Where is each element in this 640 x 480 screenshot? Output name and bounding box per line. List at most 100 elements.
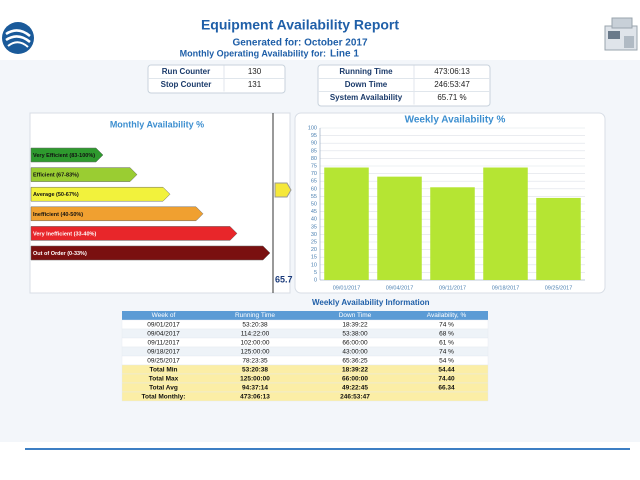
total-cell: 74.40 — [438, 376, 455, 383]
table-cell: 78:23:35 — [242, 358, 268, 365]
summary-label: Run Counter — [162, 67, 210, 76]
rating-label: Average (50-67%) — [33, 192, 79, 198]
summary-box — [317, 64, 491, 107]
rating-band — [30, 167, 138, 182]
panel-frame — [29, 112, 291, 294]
summary-label: Stop Counter — [161, 80, 212, 89]
table-cell: 53:38:00 — [342, 331, 368, 338]
machine-icon — [604, 17, 638, 51]
total-cell: 54.44 — [438, 367, 455, 374]
table-cell: 102:00:00 — [241, 340, 270, 347]
x-tick-label: 09/04/2017 — [386, 285, 414, 291]
rating-label: Inefficient (40-50%) — [33, 212, 83, 218]
total-cell: Total Avg — [149, 385, 178, 392]
rating-label: Efficient (67-83%) — [33, 173, 79, 179]
y-tick-label: 70 — [311, 171, 317, 177]
table-cell: 61 % — [439, 340, 454, 347]
report-title: Equipment Availability Report — [201, 17, 399, 33]
summary-value: 246:53:47 — [434, 80, 470, 89]
column-header: Running Time — [235, 312, 275, 319]
table-cell: 09/11/2017 — [147, 340, 179, 347]
total-cell: 49:22:45 — [342, 385, 368, 392]
weekly-title: Weekly Availability % — [405, 115, 506, 126]
monthly-panel: Monthly Availability % 65.7 Very Efficie… — [29, 112, 293, 294]
column-header: Week of — [152, 312, 176, 319]
table-cell: 68 % — [439, 331, 454, 338]
table-cell: 66:00:00 — [342, 340, 368, 347]
current-indicator — [274, 182, 292, 198]
total-cell: 18:39:22 — [342, 367, 368, 374]
y-tick-label: 65 — [311, 179, 317, 185]
table-cell: 54 % — [439, 358, 454, 365]
column-header: Availability, % — [427, 312, 467, 319]
summary-label: System Availability — [330, 93, 403, 102]
table-cell: 74 % — [439, 349, 454, 356]
y-tick-label: 25 — [311, 239, 317, 245]
table-cell: 125:00:00 — [241, 349, 270, 356]
total-cell: Total Max — [149, 376, 179, 383]
y-tick-label: 60 — [311, 186, 317, 192]
generated-for: Generated for: October 2017 — [232, 38, 367, 49]
bar — [536, 197, 581, 280]
total-cell: 53:20:38 — [242, 367, 268, 374]
y-tick-label: 20 — [311, 247, 317, 253]
logo — [2, 22, 34, 54]
y-tick-label: 15 — [311, 255, 317, 261]
y-tick-label: 50 — [311, 201, 317, 207]
y-tick-label: 80 — [311, 156, 317, 162]
subtitle-value: Line 1 — [330, 49, 359, 60]
y-tick-label: 100 — [308, 125, 317, 131]
table-cell: 09/04/2017 — [147, 331, 180, 338]
y-tick-label: 0 — [314, 277, 317, 283]
summary-label: Running Time — [339, 67, 393, 76]
total-cell: Total Min — [149, 367, 177, 374]
summary-value: 130 — [248, 67, 262, 76]
rating-band — [30, 147, 104, 163]
rating-label: Out of Order (0-33%) — [33, 251, 87, 257]
total-cell: 94:37:14 — [242, 385, 268, 392]
bar — [377, 176, 422, 280]
x-tick-label: 09/25/2017 — [545, 285, 573, 291]
rating-band — [30, 226, 238, 241]
y-tick-label: 75 — [311, 163, 317, 169]
bar — [483, 167, 528, 280]
y-tick-label: 45 — [311, 209, 317, 215]
table-header-bg — [122, 311, 488, 320]
subtitle-label: Monthly Operating Availability for: — [180, 48, 326, 58]
table-cell: 65:36:25 — [342, 358, 368, 365]
total-cell: 246:53:47 — [340, 394, 370, 401]
rating-band — [30, 245, 271, 261]
y-tick-label: 90 — [311, 141, 317, 147]
table-cell: 74 % — [439, 322, 454, 329]
total-cell: 125:00:00 — [240, 376, 270, 383]
rating-band — [30, 186, 171, 202]
rating-label: Very Inefficient (33-40%) — [33, 231, 96, 237]
summary-value: 473:06:13 — [434, 67, 470, 76]
y-tick-label: 35 — [311, 224, 317, 230]
rating-label: Very Efficient (83-100%) — [33, 153, 95, 159]
bar — [324, 167, 369, 280]
y-tick-label: 10 — [311, 262, 317, 268]
table-cell: 09/25/2017 — [147, 358, 180, 365]
monthly-value: 65.7 — [275, 274, 293, 284]
x-tick-label: 09/18/2017 — [492, 285, 520, 291]
rating-band — [30, 206, 204, 222]
total-cell: 66.34 — [438, 385, 455, 392]
table-cell: 09/01/2017 — [147, 322, 180, 329]
x-tick-label: 09/11/2017 — [439, 285, 466, 291]
table-title: Weekly Availability Information — [312, 298, 430, 307]
summary-value: 131 — [248, 80, 262, 89]
table-cell: 114:22:00 — [241, 331, 270, 338]
table-cell: 53:20:38 — [242, 322, 268, 329]
table-cell: 43:00:00 — [342, 349, 368, 356]
y-tick-label: 95 — [311, 133, 317, 139]
total-cell: 66:00:00 — [342, 376, 368, 383]
y-tick-label: 40 — [311, 217, 317, 223]
y-tick-label: 5 — [314, 270, 317, 276]
y-tick-label: 30 — [311, 232, 317, 238]
y-tick-label: 55 — [311, 194, 317, 200]
table-cell: 09/18/2017 — [147, 349, 180, 356]
total-cell: Total Monthly: — [142, 394, 186, 401]
x-tick-label: 09/01/2017 — [333, 285, 361, 291]
